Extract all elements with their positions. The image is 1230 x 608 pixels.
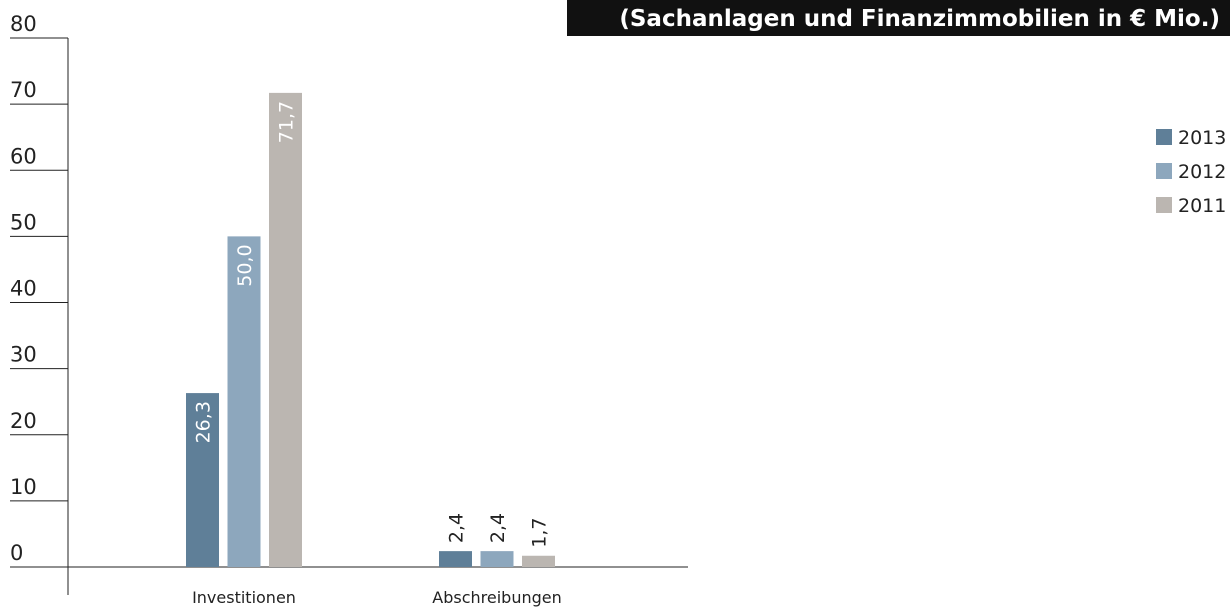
value-label: 2,4 bbox=[487, 513, 509, 543]
value-label: 50,0 bbox=[234, 244, 256, 286]
bar bbox=[480, 551, 514, 567]
bar bbox=[269, 92, 302, 567]
legend-swatch bbox=[1156, 129, 1172, 145]
y-tick-label: 0 bbox=[10, 541, 23, 565]
legend-swatch bbox=[1156, 163, 1172, 179]
y-tick-label: 10 bbox=[10, 475, 37, 499]
bar bbox=[186, 393, 219, 567]
value-label: 71,7 bbox=[276, 101, 298, 143]
value-label: 2,4 bbox=[446, 513, 468, 543]
y-tick-label: 30 bbox=[10, 343, 37, 367]
y-tick-label: 40 bbox=[10, 277, 37, 301]
legend-label: 2011 bbox=[1178, 195, 1226, 217]
x-tick-label: Abschreibungen bbox=[432, 588, 561, 607]
value-label: 1,7 bbox=[529, 518, 551, 548]
bar bbox=[439, 551, 472, 567]
legend-swatch bbox=[1156, 197, 1172, 213]
y-tick-label: 60 bbox=[10, 144, 37, 168]
chart-title: (Sachanlagen und Finanzimmobilien in € M… bbox=[619, 6, 1220, 32]
legend-label: 2013 bbox=[1178, 127, 1226, 149]
y-tick-label: 70 bbox=[10, 78, 37, 102]
legend-label: 2012 bbox=[1178, 161, 1226, 183]
x-tick-label: Investitionen bbox=[192, 588, 296, 607]
y-tick-label: 80 bbox=[10, 12, 37, 36]
bar bbox=[227, 236, 261, 567]
bar bbox=[522, 555, 555, 567]
title-box bbox=[567, 0, 1230, 36]
y-tick-label: 50 bbox=[10, 210, 37, 234]
y-tick-label: 20 bbox=[10, 409, 37, 433]
value-label: 26,3 bbox=[193, 401, 215, 443]
